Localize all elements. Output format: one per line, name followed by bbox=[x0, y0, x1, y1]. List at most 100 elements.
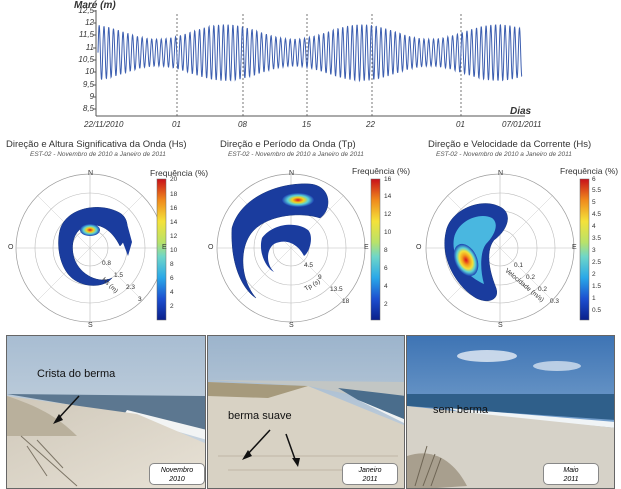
photo3-badge-year: 2011 bbox=[563, 476, 579, 483]
rose1-cbar-tick: 6 bbox=[170, 275, 174, 282]
rose2-rtick: 4.5 bbox=[304, 262, 314, 269]
ytick: 12,5 bbox=[78, 6, 94, 15]
rose3-cbar-tick: 3.5 bbox=[592, 235, 602, 242]
photo1-date-badge: Novembro 2010 bbox=[149, 463, 205, 485]
rose2-cbar-tick: 6 bbox=[384, 265, 388, 272]
ytick: 11,5 bbox=[79, 30, 94, 39]
photo2-caption: berma suave bbox=[228, 410, 292, 422]
rose1-rtick: 0.8 bbox=[102, 260, 112, 267]
rose3-rtick: 0.1 bbox=[514, 262, 524, 269]
rose3-dir-n: N bbox=[498, 170, 504, 177]
photo1-badge-month: Novembro bbox=[160, 467, 194, 474]
rose1-cbar-tick: 20 bbox=[170, 176, 178, 183]
rose1-cbar-title: Frequência (%) bbox=[150, 168, 209, 178]
photo3-badge-month: Maio bbox=[563, 467, 579, 474]
beach-photo-3: sem berma Maio 2011 bbox=[406, 335, 615, 489]
rose1-cbar-tick: 14 bbox=[170, 219, 178, 226]
rose2-cbar-title: Frequência (%) bbox=[352, 166, 411, 176]
rose2-rtick: 13.5 bbox=[330, 286, 343, 293]
rose3-rtick: 0.2 bbox=[526, 274, 536, 281]
photo2-badge-month: Janeiro bbox=[358, 467, 382, 474]
rose2-rtick: 9 bbox=[318, 274, 322, 281]
beach-photo-1: Crista do berma Novembro 2010 bbox=[6, 335, 206, 489]
ytick: 9 bbox=[89, 92, 94, 101]
rose2-cbar-tick: 14 bbox=[384, 193, 392, 200]
photo1-caption: Crista do berma bbox=[37, 368, 116, 380]
rose3-cbar-title: Frequência (%) bbox=[560, 166, 619, 176]
rose2-cbar-tick: 12 bbox=[384, 211, 392, 218]
rose3-dir-w: O bbox=[416, 244, 422, 251]
rose3-cbar-tick: 2.5 bbox=[592, 259, 602, 266]
rose2-dir-s: S bbox=[289, 322, 294, 329]
rose1-cbar-tick: 18 bbox=[170, 191, 178, 198]
rose2-cbar-tick: 2 bbox=[384, 301, 388, 308]
rose2-rtick: 18 bbox=[342, 298, 350, 305]
rose2-dir-n: N bbox=[289, 170, 295, 177]
ytick: 11 bbox=[85, 43, 94, 52]
rose1-cbar-tick: 2 bbox=[170, 303, 174, 310]
photo2-date-badge: Janeiro 2011 bbox=[342, 463, 398, 485]
rose1-cbar-tick: 12 bbox=[170, 233, 178, 240]
rose2-title: Direção e Período da Onda (Tp) bbox=[220, 139, 356, 150]
rose1-colorbar bbox=[156, 178, 167, 321]
xtick: 22/11/2010 bbox=[84, 120, 124, 129]
rose2-peak bbox=[282, 193, 314, 207]
xtick: 01 bbox=[172, 120, 181, 129]
ytick: 10,5 bbox=[78, 55, 94, 64]
rose1-dir-s: S bbox=[88, 322, 93, 329]
xtick: 07/01/2011 bbox=[502, 120, 542, 129]
rose3-rtick: 0.3 bbox=[550, 298, 560, 305]
rose1-peak bbox=[80, 224, 100, 236]
rose1-rtick: 2.3 bbox=[126, 284, 136, 291]
ytick: 12 bbox=[85, 18, 94, 27]
rose3-dir-e: E bbox=[572, 244, 577, 251]
rose2-cbar-tick: 10 bbox=[384, 229, 392, 236]
ytick: 9,5 bbox=[82, 80, 94, 89]
rose1-density bbox=[58, 207, 128, 286]
rose3-rtick: 0.2 bbox=[538, 286, 548, 293]
rose3-cbar-tick: 1.5 bbox=[592, 283, 602, 290]
rose3-title: Direção e Velocidade da Corrente (Hs) bbox=[428, 139, 592, 150]
arrow-icon bbox=[56, 395, 80, 421]
xtick: 08 bbox=[238, 120, 247, 129]
rose3-cbar-tick: 5.5 bbox=[592, 187, 602, 194]
xtick: 01 bbox=[456, 120, 465, 129]
tide-plot bbox=[93, 10, 525, 117]
photo2-badge-year: 2011 bbox=[362, 476, 378, 483]
rose3-plot bbox=[425, 173, 590, 323]
rose2-dir-e: E bbox=[364, 244, 369, 251]
tide-title: Maré (m) bbox=[74, 0, 116, 11]
rose3-cbar-tick: 6 bbox=[592, 176, 596, 183]
rose1-dir-e: E bbox=[162, 244, 167, 251]
rose3-cbar-tick: 1 bbox=[592, 295, 596, 302]
rose1-cbar-tick: 16 bbox=[170, 205, 178, 212]
rose3-cbar-tick: 4.5 bbox=[592, 211, 602, 218]
rose2-density bbox=[231, 183, 329, 299]
xtick: 15 bbox=[302, 120, 311, 129]
ytick: 8,5 bbox=[82, 104, 94, 113]
rose1-rtick: 1.5 bbox=[114, 272, 124, 279]
arrow-icon bbox=[285, 433, 297, 463]
rose2-colorbar bbox=[370, 178, 381, 321]
rose3-peak bbox=[453, 243, 479, 277]
rose3-cbar-tick: 0.5 bbox=[592, 307, 602, 314]
xtick: 22 bbox=[366, 120, 375, 129]
rose2-subtitle: EST-02 - Novembro de 2010 a Janeiro de 2… bbox=[228, 151, 364, 158]
rose1-title: Direção e Altura Significativa da Onda (… bbox=[6, 139, 187, 150]
rose2-dir-w: O bbox=[208, 244, 214, 251]
rose2-cbar-tick: 4 bbox=[384, 283, 388, 290]
tide-series-line bbox=[97, 24, 523, 83]
rose2-cbar-tick: 16 bbox=[384, 176, 392, 183]
rose1-cbar-tick: 10 bbox=[170, 247, 178, 254]
rose1-cbar-tick: 8 bbox=[170, 261, 174, 268]
tide-xlabel: Dias bbox=[510, 106, 532, 117]
rose1-cbar-tick: 4 bbox=[170, 289, 174, 296]
rose3-cbar-tick: 4 bbox=[592, 223, 596, 230]
ytick: 10 bbox=[85, 67, 94, 76]
rose3-cbar-tick: 3 bbox=[592, 247, 596, 254]
rose1-dir-n: N bbox=[88, 170, 94, 177]
rose2-plot bbox=[216, 173, 381, 323]
photo1-badge-year: 2010 bbox=[169, 476, 185, 483]
photo3-date-badge: Maio 2011 bbox=[543, 463, 599, 485]
rose3-cbar-tick: 5 bbox=[592, 199, 596, 206]
